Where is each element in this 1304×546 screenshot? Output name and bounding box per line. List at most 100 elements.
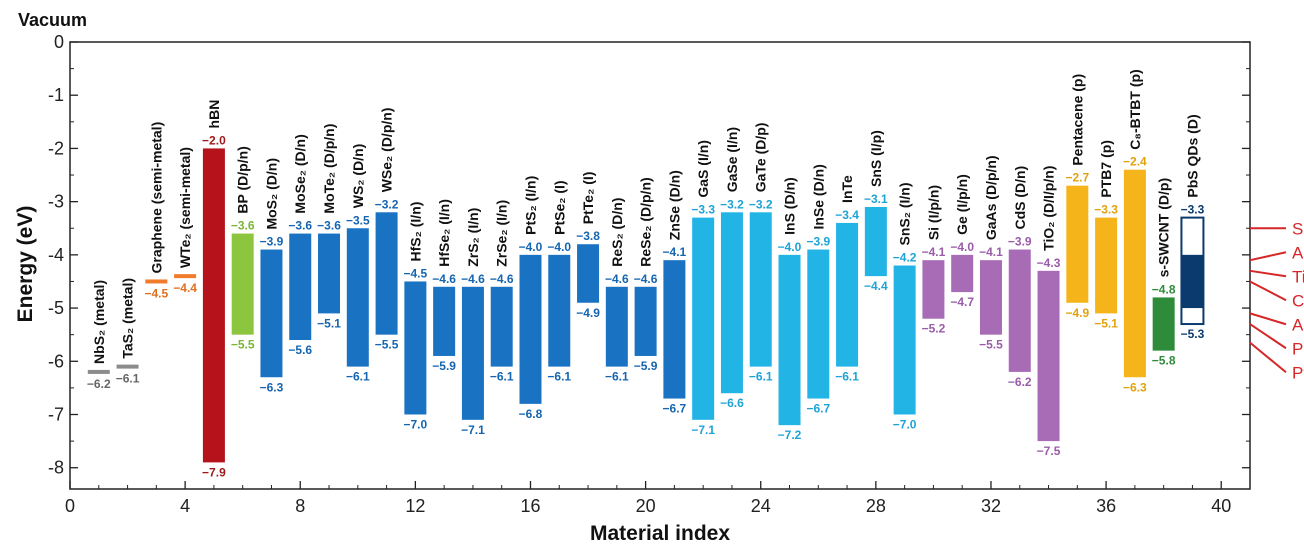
metal-label: Pd	[1292, 339, 1304, 358]
bottom-value-label: −7.0	[404, 418, 428, 432]
top-value-label: −4.6	[490, 272, 514, 286]
metal-work-function-line	[1249, 269, 1287, 278]
band-bar	[202, 148, 225, 463]
material-label: Pentacene (p)	[1069, 74, 1085, 166]
material-label: Si (I/p/n)	[925, 185, 941, 240]
band-bar	[1181, 254, 1204, 309]
band-bar	[404, 281, 427, 415]
material-label: C₈-BTBT (p)	[1127, 69, 1143, 149]
band-bar	[231, 233, 254, 335]
x-tick-label: 4	[180, 496, 190, 516]
top-value-label: −3.1	[864, 192, 888, 206]
bottom-value-label: −5.9	[634, 359, 658, 373]
bottom-value-label: −6.6	[720, 396, 744, 410]
bottom-value-label: −5.5	[231, 338, 255, 352]
material-label: SnS₂ (I/n)	[897, 183, 913, 246]
material-label: WSe₂ (D/p/n)	[379, 108, 395, 193]
level-line	[145, 279, 168, 284]
x-tick-label: 8	[295, 496, 305, 516]
plot-frame	[69, 41, 1251, 490]
material-label: ZnSe (D/n)	[666, 170, 682, 240]
band-bar	[634, 286, 657, 356]
top-value-label: −3.3	[1181, 203, 1205, 217]
value-label: −6.1	[116, 372, 140, 386]
band-bar	[318, 233, 341, 314]
top-value-label: −4.0	[519, 240, 543, 254]
band-bar	[461, 286, 484, 420]
bottom-value-label: −6.1	[605, 370, 629, 384]
y-tick-label: -4	[48, 245, 64, 265]
band-bar	[577, 244, 600, 303]
material-label: HfS₂ (I/n)	[407, 202, 423, 262]
bottom-value-label: −6.1	[490, 370, 514, 384]
value-label: −4.4	[173, 281, 197, 295]
material-label: Ge (I/p/n)	[954, 174, 970, 235]
material-label: BP (D/p/n)	[235, 146, 251, 213]
bottom-value-label: −7.0	[893, 418, 917, 432]
bottom-value-label: −6.1	[835, 370, 859, 384]
bottom-value-label: −4.9	[1065, 306, 1089, 320]
bottom-value-label: −7.5	[1037, 444, 1061, 458]
material-label: GaSe (I/n)	[724, 127, 740, 192]
band-bar	[864, 206, 887, 277]
material-label: PtTe₂ (I)	[580, 172, 596, 225]
material-label: SnS (I/p)	[868, 130, 884, 187]
material-label: hBN	[206, 100, 222, 129]
top-value-label: −2.4	[1123, 155, 1147, 169]
metal-work-function-line	[1249, 251, 1287, 262]
top-value-label: −3.5	[346, 213, 370, 227]
level-line	[174, 274, 197, 279]
band-bar	[979, 260, 1002, 335]
bottom-value-label: −6.1	[547, 370, 571, 384]
band-bar	[260, 249, 283, 378]
band-bar	[663, 260, 686, 399]
band-bar	[289, 233, 312, 340]
bottom-value-label: −4.7	[950, 295, 974, 309]
material-label: NbS₂ (metal)	[91, 280, 107, 364]
material-label: MoTe₂ (D/p/n)	[321, 124, 337, 214]
band-bar	[375, 212, 398, 335]
top-value-label: −4.0	[547, 240, 571, 254]
top-value-label: −4.1	[979, 245, 1003, 259]
metal-label: Al	[1292, 243, 1304, 262]
labels-layer: −6.2 NbS₂ (metal) −6.1 TaS₂ (metal) −4.5 Grap…	[87, 69, 1205, 479]
axes-layer: 0-1-2-3-4-5-6-7-80 4 8 12 16 20 24 28 32 36 40	[48, 32, 1251, 516]
value-label: −6.2	[87, 377, 111, 391]
metal-label: Cr	[1292, 291, 1304, 310]
x-tick-label: 16	[520, 496, 540, 516]
band-bar	[720, 212, 743, 394]
x-tick-label: 40	[1211, 496, 1231, 516]
band-bar	[893, 265, 916, 415]
top-value-label: −3.8	[576, 229, 600, 243]
top-value-label: −3.4	[835, 208, 859, 222]
material-label: PTB7 (p)	[1098, 140, 1114, 198]
band-bar	[605, 286, 628, 367]
band-bar	[1008, 249, 1031, 372]
top-value-label: −2.0	[202, 133, 226, 147]
bottom-value-label: −5.3	[1181, 327, 1205, 341]
top-value-label: −3.3	[1094, 203, 1118, 217]
top-value-label: −4.1	[922, 245, 946, 259]
top-value-label: −3.2	[749, 197, 773, 211]
top-value-label: −3.6	[288, 219, 312, 233]
y-tick-label: -8	[48, 458, 64, 478]
material-label: PbS QDs (D)	[1184, 114, 1200, 197]
metal-work-function-line	[1249, 312, 1287, 326]
bottom-value-label: −6.1	[749, 370, 773, 384]
material-label: HfSe₂ (I/n)	[436, 199, 452, 267]
bottom-value-label: −4.9	[576, 306, 600, 320]
bars-layer	[87, 148, 1205, 463]
material-label: PtSe₂ (I)	[551, 180, 567, 234]
band-bar	[922, 260, 945, 319]
band-bar	[433, 286, 456, 356]
material-label: TiO₂ (D/I/p/n)	[1041, 166, 1057, 251]
y-tick-label: -6	[48, 351, 64, 371]
band-bar	[490, 286, 513, 367]
level-line	[87, 369, 110, 374]
metal-work-function-line	[1249, 280, 1287, 302]
band-bar	[1037, 270, 1060, 442]
band-bar	[548, 254, 571, 367]
bottom-value-label: −7.1	[461, 423, 485, 437]
top-value-label: −3.6	[317, 219, 341, 233]
bottom-value-label: −7.2	[778, 428, 802, 442]
